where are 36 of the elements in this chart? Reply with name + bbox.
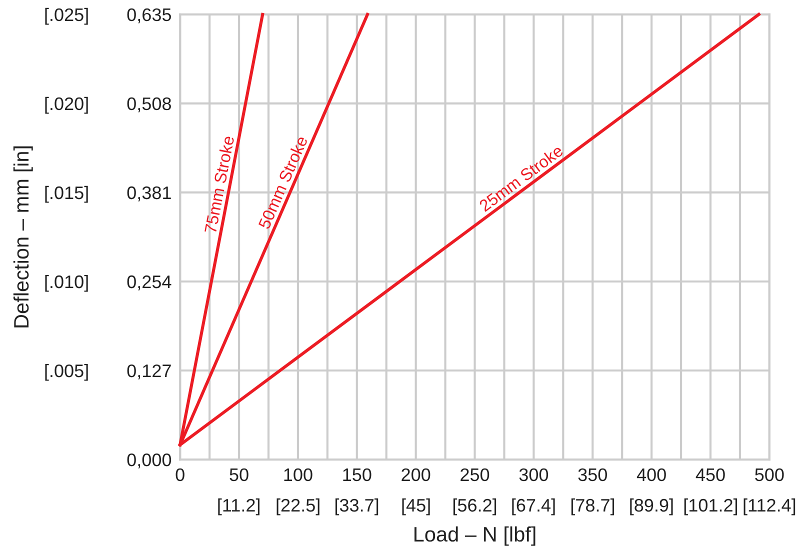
y2-axis-title: Deflection – mm [in] xyxy=(13,146,33,328)
y-tick-label: 0,635 xyxy=(127,8,172,24)
y-tick-label: 0,254 xyxy=(127,275,172,290)
text: 50mm Stroke xyxy=(258,135,308,230)
x-tick-label: 0 xyxy=(176,468,184,482)
x-tick-label: 150 xyxy=(343,468,372,482)
y2-tick-label: [.015] xyxy=(45,186,88,203)
x-axis-title: Load – N [lbf] xyxy=(414,526,536,546)
x-tick-label: 450 xyxy=(696,468,725,482)
y2-tick-label: [.005] xyxy=(45,364,88,381)
x2-tick-label: [33.7] xyxy=(335,498,378,516)
x2-tick-label: [78.7] xyxy=(571,498,614,516)
y-tick-label: 0,127 xyxy=(127,364,171,380)
x2-tick-label: [11.2] xyxy=(218,498,260,516)
text: 75mm Stroke xyxy=(204,135,234,234)
x2-tick-label: [101.2] xyxy=(684,498,738,516)
x2-tick-label: [112.4] xyxy=(744,498,796,516)
x-tick-label: 300 xyxy=(519,468,548,482)
x-tick-label: 50 xyxy=(230,468,248,482)
y-tick-label: 0,508 xyxy=(127,97,171,112)
x-tick-label: 500 xyxy=(755,468,784,482)
x2-tick-label: [56.2] xyxy=(453,498,496,516)
x2-tick-label: [89.9] xyxy=(630,498,673,516)
x2-tick-label: [45] xyxy=(402,498,430,516)
x-tick-label: 100 xyxy=(284,468,312,482)
x2-tick-label: [22.5] xyxy=(276,498,320,516)
x2-tick-label: [67.4] xyxy=(512,498,555,516)
y-tick-label: 0,381 xyxy=(127,186,171,202)
x-tick-label: 350 xyxy=(578,468,607,482)
x-tick-label: 400 xyxy=(636,468,666,482)
y2-tick-label: [.025] xyxy=(45,8,88,25)
y2-tick-label: [.010] xyxy=(45,274,88,292)
x-tick-label: 200 xyxy=(402,468,430,482)
y2-tick-label: [.020] xyxy=(45,96,88,114)
y-tick-label: 0,000 xyxy=(127,453,172,468)
x-tick-label: 250 xyxy=(460,468,490,482)
